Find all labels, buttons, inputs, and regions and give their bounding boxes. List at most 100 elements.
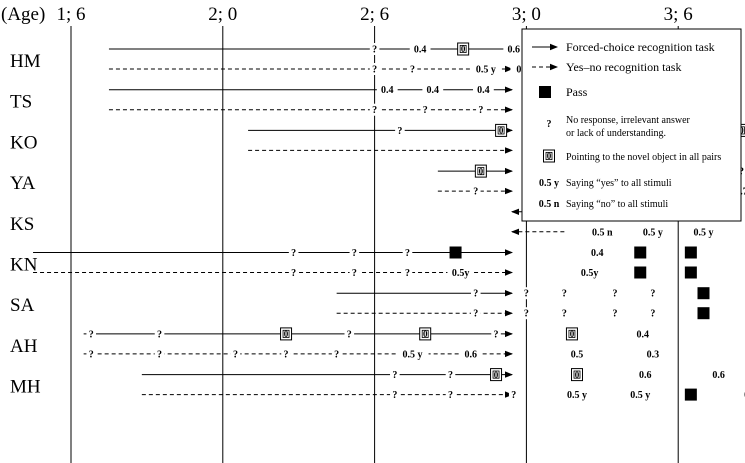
score-label: 0.4 <box>637 329 650 340</box>
score-label-bg <box>369 43 380 55</box>
legend-yes-symbol: 0.5 y <box>539 178 559 189</box>
score-label-bg <box>402 266 413 279</box>
novel-object-box <box>474 164 487 178</box>
score-label: 0.5 y <box>476 65 496 76</box>
score-label-bg <box>472 83 494 96</box>
no-response-mark: ? <box>473 289 478 300</box>
score-label-bg <box>344 327 355 340</box>
score-label-bg <box>288 266 299 279</box>
score-label-bg <box>86 347 97 360</box>
age-tick-label: 2; 6 <box>360 4 389 25</box>
score-label-bg <box>445 388 456 401</box>
no-response-mark: ? <box>233 349 238 360</box>
score-label-bg <box>349 266 360 279</box>
legend-forced-choice-label: Forced-choice recognition task <box>566 40 715 54</box>
no-response-mark: ? <box>89 349 94 360</box>
score-label: 0.4 <box>477 85 490 96</box>
no-response-mark: ? <box>291 268 296 279</box>
score-label-bg <box>632 327 654 340</box>
no-response-mark: ? <box>423 105 428 116</box>
score-label: 0.4 <box>427 85 440 96</box>
novel-object-box-inner <box>497 126 505 135</box>
no-response-mark: ? <box>291 248 296 259</box>
no-response-mark: ? <box>89 329 94 340</box>
novel-object-zero: 0 <box>739 126 744 136</box>
no-response-mark: ? <box>352 268 357 279</box>
score-label-bg <box>402 246 413 259</box>
score-label-bg <box>447 266 474 279</box>
score-label: 0.6 <box>464 349 477 360</box>
score-label-bg <box>503 43 525 55</box>
legend-pass-mark <box>539 86 551 98</box>
no-response-mark: ? <box>612 289 617 300</box>
score-label-bg <box>86 327 97 340</box>
pass-mark <box>634 266 647 279</box>
novel-object-box-inner <box>421 329 429 338</box>
pass-mark <box>684 266 697 279</box>
score-label-bg <box>469 63 502 75</box>
score-label-bg <box>521 287 532 300</box>
score-label-bg <box>420 103 430 116</box>
no-response-mark: ? <box>478 105 483 116</box>
no-response-mark: ? <box>410 65 415 76</box>
novel-object-box <box>419 327 432 341</box>
no-response-mark: ? <box>372 45 377 56</box>
no-response-mark: ? <box>392 390 397 401</box>
novel-object-box-inner <box>492 370 500 379</box>
legend-zero-box <box>543 149 555 163</box>
no-response-mark: ? <box>524 289 529 300</box>
score-label-bg <box>376 83 398 96</box>
subject-name: KO <box>10 132 37 153</box>
no-response-mark: ? <box>511 390 516 401</box>
score-label-bg <box>491 327 501 340</box>
legend-zero-desc: Pointing to the novel object in all pair… <box>566 152 721 163</box>
score-label: 0.6 <box>639 370 652 381</box>
no-response-mark: ? <box>650 309 655 320</box>
score-label-bg <box>396 347 429 360</box>
subject-name: AH <box>10 336 38 357</box>
score-label-bg <box>369 63 380 75</box>
novel-object-box-inner <box>282 329 290 338</box>
score-label-bg <box>648 307 658 320</box>
no-response-mark: ? <box>562 289 567 300</box>
age-tick-label: 1; 6 <box>56 4 85 25</box>
score-label-bg <box>634 368 656 381</box>
no-response-mark: ? <box>405 248 410 259</box>
no-response-mark: ? <box>448 370 453 381</box>
score-label-bg <box>471 307 481 320</box>
subject-row: AH??0?0?00.40?????0.5 y0.60.50.30.7 <box>10 327 664 360</box>
novel-object-zero: 0 <box>499 126 504 136</box>
novel-object-zero: 0 <box>575 370 580 380</box>
score-label: 0.5y <box>452 268 470 279</box>
no-response-mark: ? <box>284 349 289 360</box>
score-label-bg <box>521 307 532 320</box>
score-label-bg <box>476 103 486 116</box>
no-response-mark: ? <box>448 390 453 401</box>
novel-object-zero: 0 <box>423 329 428 339</box>
score-label-bg <box>624 388 657 401</box>
score-label-bg <box>586 246 608 259</box>
subject-row: KN??? 0.4??? 0.5y 0.5y <box>10 246 697 279</box>
score-label-bg <box>610 307 620 320</box>
score-label-bg <box>460 347 482 360</box>
no-response-mark: ? <box>524 309 529 320</box>
novel-object-zero: 0 <box>570 329 575 339</box>
score-label-bg <box>445 368 456 381</box>
no-response-mark: ? <box>650 289 655 300</box>
age-axis-label: (Age) <box>1 4 45 25</box>
score-label-bg <box>331 347 342 360</box>
score-label-bg <box>281 347 291 360</box>
novel-object-box-inner <box>459 45 467 54</box>
subject-name: HM <box>10 51 41 72</box>
subject-name: MH <box>10 377 41 398</box>
no-response-mark: ? <box>473 309 478 320</box>
novel-object-box <box>280 327 293 341</box>
legend-yes-no-label: Yes–no recognition task <box>566 60 681 74</box>
novel-object-zero: 0 <box>479 166 484 176</box>
legend-question-desc-2: or lack of understanding. <box>566 128 666 139</box>
novel-object-box <box>457 42 470 56</box>
novel-object-box-inner <box>477 167 485 176</box>
score-label: 0.5 y <box>630 390 650 401</box>
no-response-mark: ? <box>372 105 377 116</box>
